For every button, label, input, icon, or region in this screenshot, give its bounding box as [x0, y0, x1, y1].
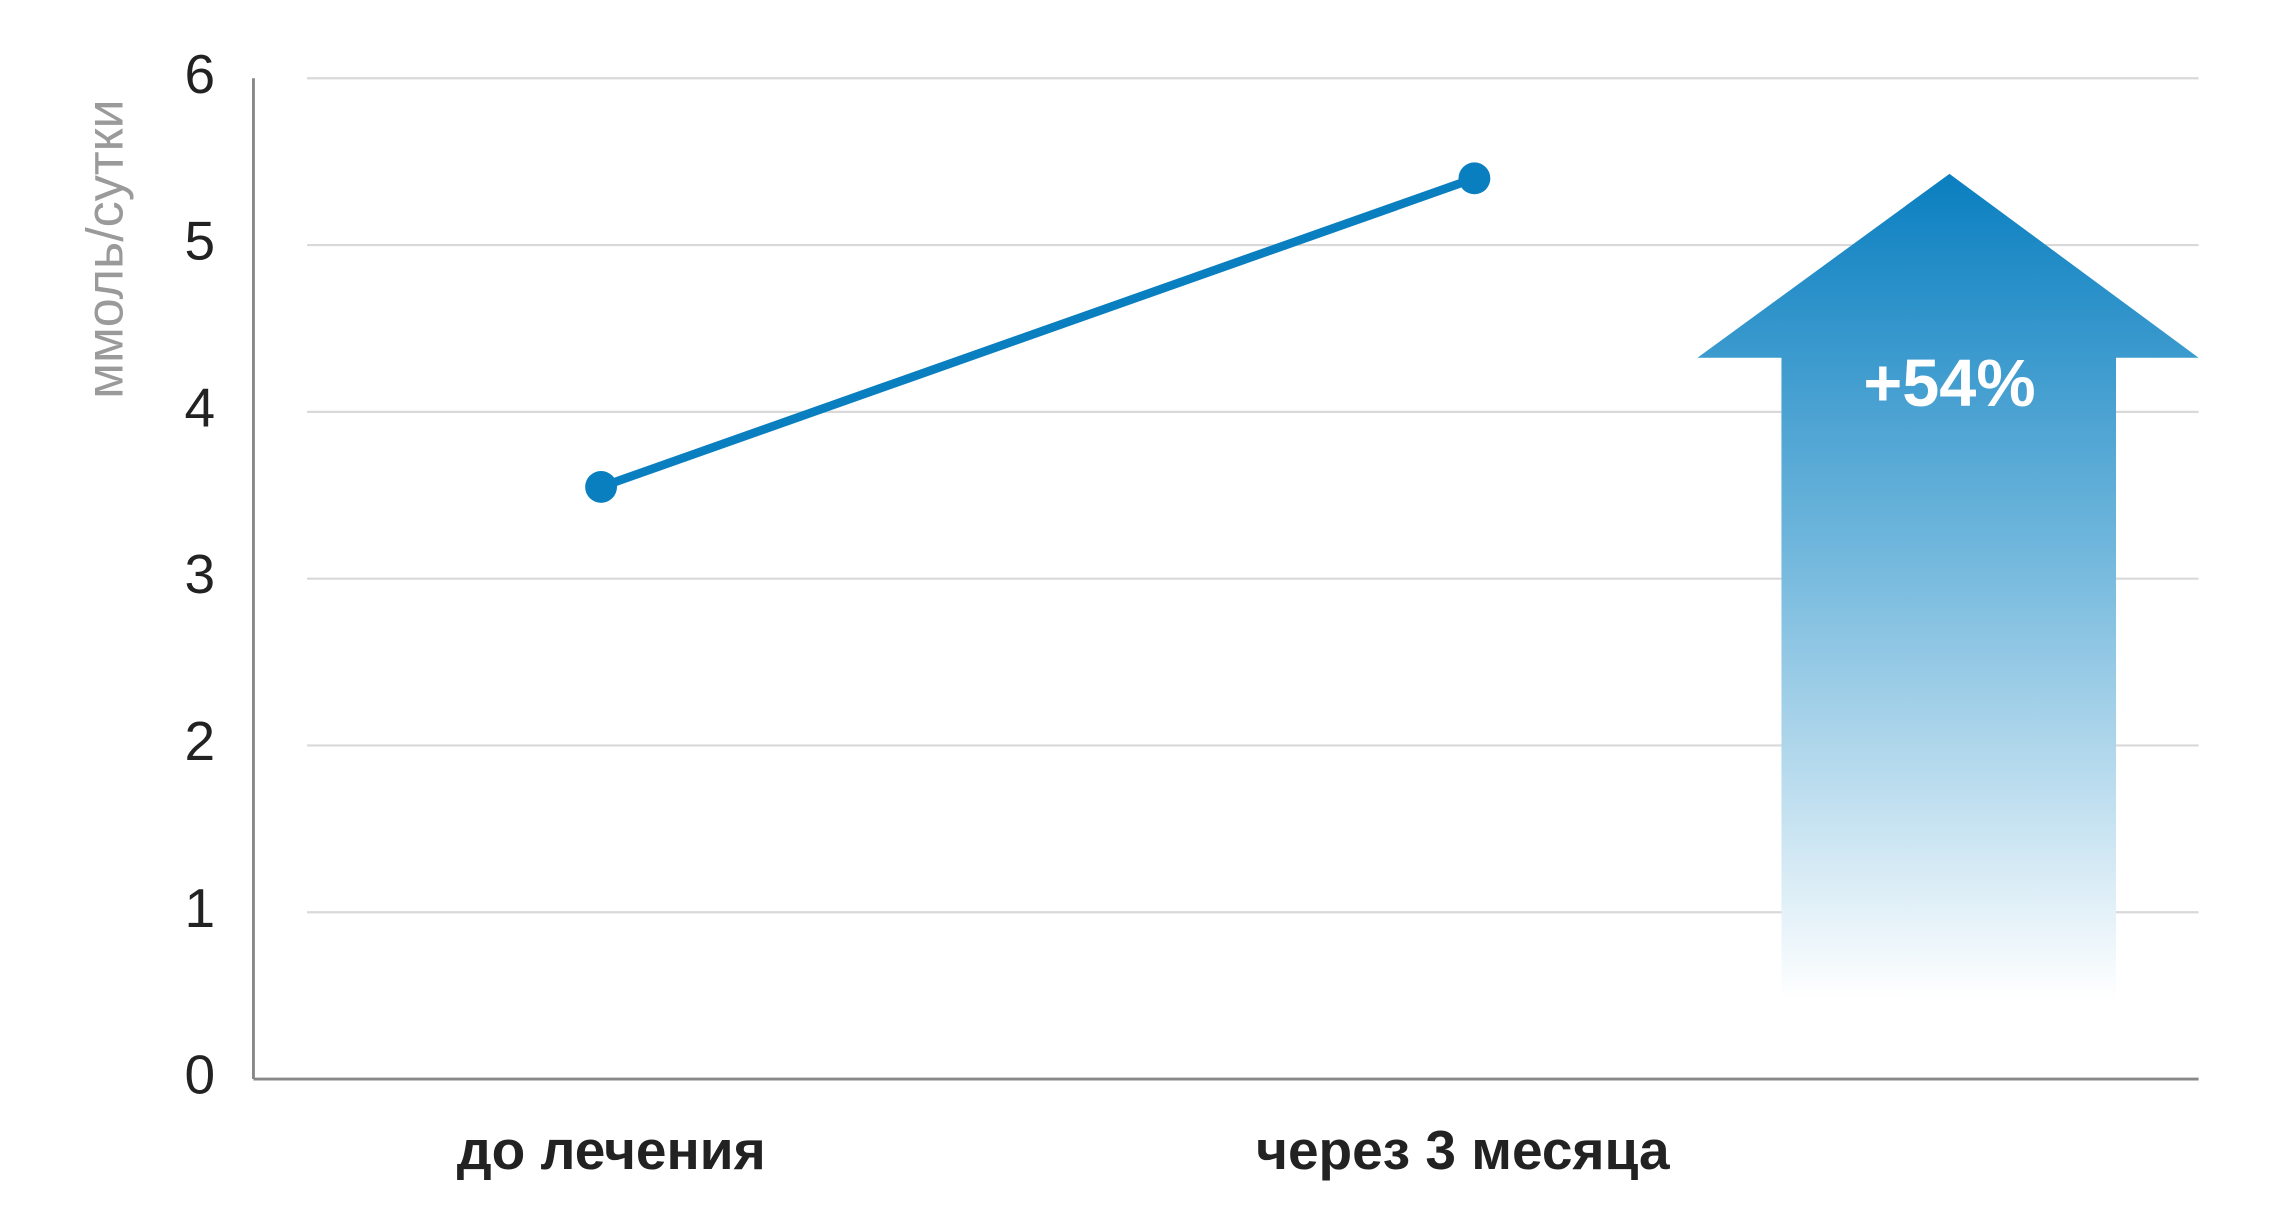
y-tick-label: 4	[185, 376, 216, 438]
y-tick-label: 6	[185, 43, 216, 105]
increase-arrow	[1697, 173, 2199, 1000]
y-tick-label: 2	[185, 710, 216, 772]
y-tick-label: 5	[185, 210, 216, 272]
data-point	[1458, 162, 1491, 195]
y-tick-label: 0	[185, 1044, 216, 1106]
x-tick-label: через 3 месяца	[1256, 1119, 1670, 1181]
y-tick-label: 1	[185, 877, 216, 939]
x-tick-label: до лечения	[457, 1119, 766, 1181]
y-axis-label: ммоль/сутки	[76, 99, 134, 399]
annotation: +54%	[1863, 347, 2035, 421]
y-tick-label: 3	[185, 543, 216, 605]
data-line	[599, 174, 1476, 492]
data-point	[585, 470, 617, 503]
